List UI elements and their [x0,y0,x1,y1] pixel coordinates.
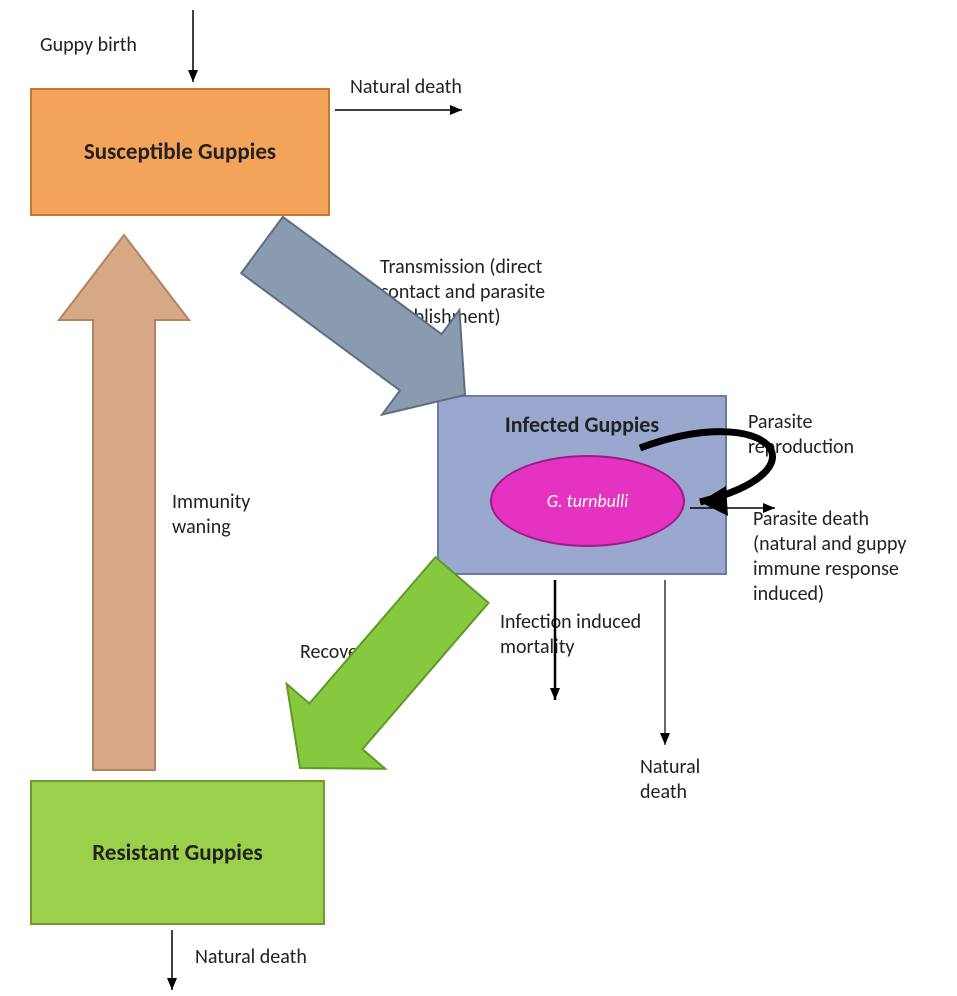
resistant-box: Resistant Guppies [30,780,325,925]
guppy-birth-label: Guppy birth [40,33,137,58]
infection-mortality-label: Infection induced mortality [500,610,641,660]
resistant-label: Resistant Guppies [92,839,262,867]
susceptible-natural-death-label: Natural death [350,75,462,100]
parasite-reproduction-label: Parasite reproduction [748,410,854,460]
parasite-label: G. turnbulli [547,490,629,512]
transmission-label: Transmission (direct contact and parasit… [380,255,545,330]
infected-label: Infected Guppies [505,411,659,438]
susceptible-label: Susceptible Guppies [84,138,276,166]
infected-natural-death-label: Natural death [640,755,700,805]
recovery-label: Recovery [300,640,374,665]
resistant-natural-death-label: Natural death [195,945,307,970]
parasite-ellipse: G. turnbulli [490,455,685,547]
immunity-waning-label: Immunity waning [172,490,250,540]
parasite-death-label: Parasite death (natural and guppy immune… [753,507,906,607]
susceptible-box: Susceptible Guppies [30,88,330,216]
